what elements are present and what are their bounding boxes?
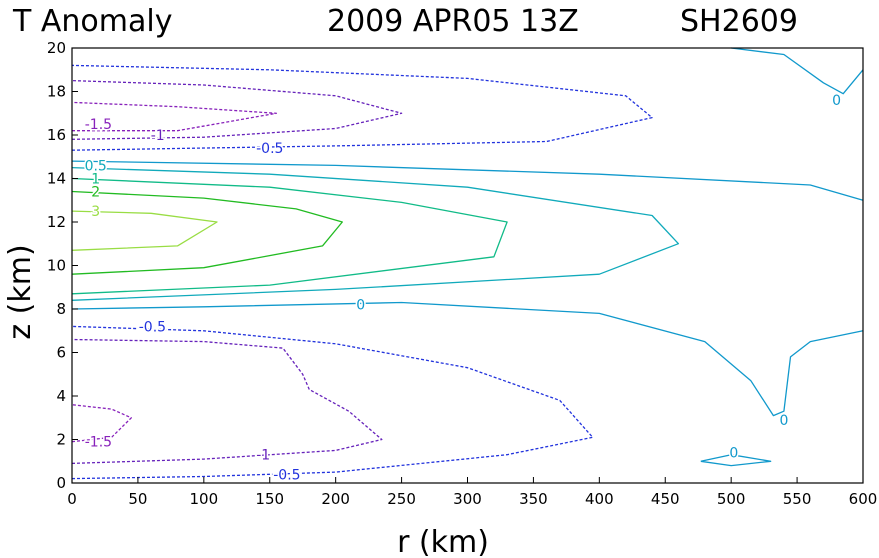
contour-line [71,338,383,465]
contour-label: -1 [256,448,270,464]
x-tick-label: 200 [321,490,350,508]
x-axis-label: r (km) [397,525,489,558]
y-tick-label: 6 [56,344,66,362]
y-tick-label: 12 [47,213,66,231]
contour-line [71,160,864,201]
x-tick-label: 450 [651,490,680,508]
contour-lines [71,47,864,480]
contour-line [71,325,594,480]
y-tick-label: 10 [47,257,66,275]
contour-label: -0.5 [273,467,300,483]
x-tick-label: 550 [783,490,812,508]
contour-label: 0 [729,446,738,462]
y-axis-ticks: 0 2 4 6 8 10 12 14 16 18 20 [47,39,78,492]
contour-label: 0 [779,413,788,429]
y-tick-label: 2 [56,431,66,449]
contour-label: 2 [91,185,100,201]
y-axis-label: z (km) [3,244,38,339]
x-tick-label: 250 [387,490,416,508]
y-tick-label: 20 [47,39,66,57]
x-tick-label: 300 [453,490,482,508]
chart-date: 2009 APR05 13Z [327,4,579,39]
y-tick-label: 14 [47,170,66,188]
contour-line [71,404,132,443]
x-tick-label: 100 [190,490,219,508]
y-tick-label: 8 [56,300,66,318]
contour-line [71,101,277,132]
contour-label: -1 [151,128,165,144]
x-tick-label: 0 [67,490,77,508]
contour-label: -0.5 [256,141,283,157]
plot-frame [71,47,864,484]
x-tick-label: 50 [128,490,147,508]
x-tick-label: 350 [519,490,548,508]
contour-label: 0 [832,93,841,109]
contour-line [731,47,864,95]
contour-line [71,190,343,275]
x-tick-label: 150 [255,490,284,508]
y-tick-label: 4 [56,387,66,405]
contour-line [71,79,403,140]
y-tick-label: 18 [47,83,66,101]
contour-label: 1 [91,172,100,188]
x-tick-label: 600 [849,490,878,508]
contour-line [71,210,218,251]
y-tick-label: 0 [56,474,66,492]
contour-label: 0 [356,298,365,314]
contour-line [700,454,772,467]
x-tick-label: 500 [717,490,746,508]
contour-line [71,64,653,151]
contour-line [71,177,508,295]
contour-label: -0.5 [139,319,166,335]
contour-label: 3 [91,204,100,220]
chart-title: T Anomaly [12,4,172,39]
contour-label: -1.5 [85,117,112,133]
x-tick-label: 400 [585,490,614,508]
contour-label: -1.5 [85,435,112,451]
contour-label: 0.5 [85,158,107,174]
y-tick-label: 16 [47,126,66,144]
storm-id: SH2609 [680,4,798,39]
contour-line [71,166,680,301]
contour-line [71,301,864,417]
x-axis-ticks: 0 50 100 150 200 250 300 350 400 450 500 550 600 [67,477,877,508]
